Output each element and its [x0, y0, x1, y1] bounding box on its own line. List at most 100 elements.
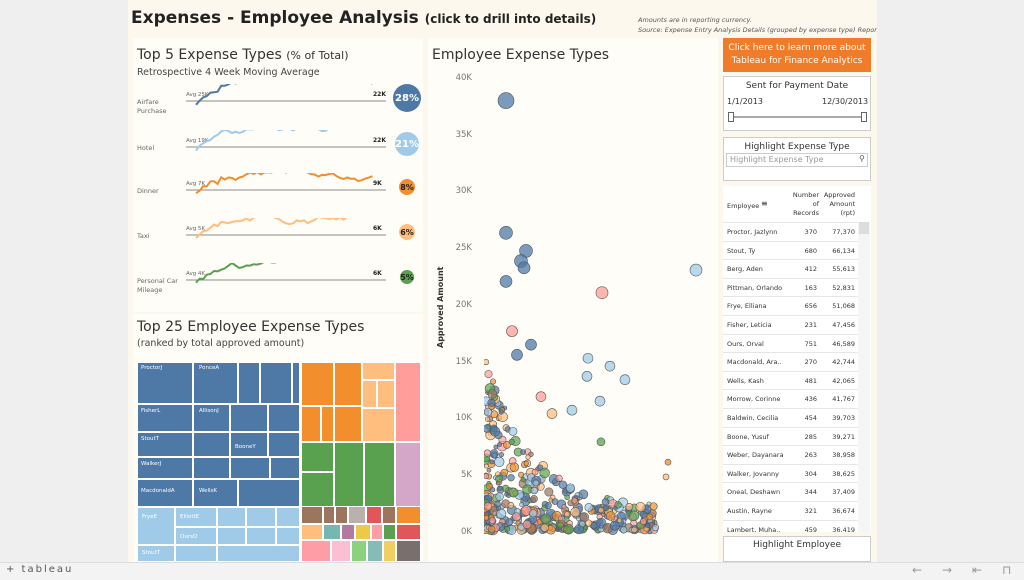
table-row[interactable]: Oneal, Deshawn 344 37,409 — [723, 482, 863, 501]
treemap-cell[interactable] — [366, 506, 382, 524]
search-icon[interactable]: ⚲ — [859, 154, 865, 163]
treemap-cell[interactable] — [193, 432, 230, 457]
table-row[interactable]: Boone, Yusuf 285 39,271 — [723, 426, 863, 446]
table-row[interactable]: Macdonald, Ara.. 270 42,744 — [723, 352, 863, 371]
treemap-cell[interactable] — [377, 380, 395, 408]
treemap-cell[interactable] — [335, 506, 348, 524]
treemap-cell[interactable] — [217, 545, 300, 562]
treemap-cell[interactable] — [383, 524, 396, 540]
treemap-cell[interactable] — [323, 524, 341, 540]
treemap-cell[interactable] — [395, 442, 421, 512]
treemap-cell[interactable] — [301, 406, 321, 442]
treemap-cell[interactable] — [301, 362, 334, 406]
treemap-cell[interactable] — [268, 404, 300, 432]
treemap-cell[interactable] — [270, 457, 300, 479]
treemap-cell[interactable] — [230, 432, 268, 457]
treemap-cell[interactable] — [382, 506, 396, 524]
treemap-cell[interactable] — [396, 540, 421, 562]
table-row[interactable]: Lambert, Muha.. 459 36,419 — [723, 519, 863, 532]
treemap-cell[interactable] — [137, 457, 193, 479]
table-row[interactable]: Stout, Ty 680 66,134 — [723, 240, 863, 260]
treemap-cell[interactable] — [301, 540, 331, 562]
treemap-cell[interactable] — [301, 524, 323, 540]
treemap-cell[interactable] — [334, 362, 362, 406]
treemap-cell[interactable] — [292, 362, 300, 404]
col-amount[interactable]: Approved Amount (rpt) — [823, 191, 855, 217]
table-scroll-thumb[interactable] — [859, 222, 869, 234]
treemap-cell[interactable] — [238, 479, 300, 507]
sparkline[interactable] — [186, 84, 386, 124]
col-records[interactable]: Number of Records — [792, 191, 819, 217]
treemap-cell[interactable] — [321, 406, 334, 442]
treemap-cell[interactable] — [334, 406, 362, 442]
table-row[interactable]: Wells, Kash 481 42,065 — [723, 370, 863, 390]
treemap-cell[interactable] — [193, 457, 230, 479]
scatter-plot[interactable] — [484, 68, 716, 540]
date-slider-track[interactable] — [731, 116, 865, 118]
redo-icon[interactable]: → — [942, 563, 953, 577]
treemap-cell[interactable] — [341, 524, 355, 540]
table-row[interactable]: Morrow, Corinne 436 41,767 — [723, 389, 863, 408]
treemap-cell[interactable] — [362, 408, 395, 442]
treemap-cell[interactable] — [301, 506, 323, 524]
treemap-cell[interactable] — [362, 380, 377, 408]
table-row[interactable]: Fisher, Leticia 231 47,456 — [723, 315, 863, 334]
treemap-cell[interactable] — [276, 507, 300, 527]
sort-icon[interactable]: ≡ — [761, 199, 768, 208]
treemap-cell[interactable] — [175, 527, 217, 545]
treemap-cell[interactable] — [175, 507, 217, 527]
treemap-cell[interactable] — [383, 540, 396, 562]
treemap-cell[interactable] — [276, 527, 300, 545]
treemap-cell[interactable] — [137, 432, 193, 457]
treemap-cell[interactable] — [355, 524, 371, 540]
treemap-cell[interactable] — [323, 506, 335, 524]
treemap-cell[interactable] — [137, 362, 193, 404]
treemap-cell[interactable] — [238, 362, 260, 404]
treemap-cell[interactable] — [334, 442, 364, 512]
table-row[interactable]: Weber, Dayanara 263 38,958 — [723, 445, 863, 464]
table-scrollbar[interactable] — [858, 222, 870, 532]
treemap-cell[interactable] — [230, 404, 268, 432]
undo-icon[interactable]: ← — [912, 563, 923, 577]
learn-more-button[interactable]: Click here to learn more about Tableau f… — [723, 38, 871, 72]
treemap-cell[interactable] — [395, 362, 421, 442]
pct-bubble[interactable]: 28% — [393, 84, 421, 112]
treemap-cell[interactable] — [364, 442, 395, 512]
treemap-cell[interactable] — [137, 404, 193, 432]
table-row[interactable]: Proctor, Jazlynn 370 77,370 — [723, 222, 863, 241]
sparkline[interactable] — [186, 173, 386, 213]
treemap-cell[interactable] — [396, 524, 421, 540]
date-slider-handle-start[interactable] — [728, 112, 734, 122]
treemap-cell[interactable] — [367, 540, 383, 562]
treemap-cell[interactable] — [246, 527, 276, 545]
table-row[interactable]: Ours, Orval 751 46,589 — [723, 333, 863, 353]
treemap-cell[interactable] — [217, 527, 246, 545]
treemap-cell[interactable] — [331, 540, 351, 562]
highlight-expense-input[interactable]: Highlight Expense Type — [726, 153, 868, 167]
table-row[interactable]: Frye, Elliana 656 51,068 — [723, 296, 863, 315]
treemap-cell[interactable] — [348, 506, 366, 524]
treemap-cell[interactable] — [193, 479, 238, 507]
revert-icon[interactable]: ⇤ — [972, 563, 983, 577]
table-row[interactable]: Walker, Jovanny 304 38,625 — [723, 463, 863, 483]
treemap-cell[interactable] — [137, 545, 175, 562]
treemap-cell[interactable] — [137, 507, 175, 545]
treemap-cell[interactable] — [193, 404, 230, 432]
treemap-cell[interactable] — [371, 524, 383, 540]
treemap-cell[interactable] — [246, 507, 276, 527]
pct-bubble[interactable]: 5% — [400, 270, 414, 284]
col-employee[interactable]: Employee — [727, 202, 760, 210]
table-row[interactable]: Baldwin, Cecilia 454 39,703 — [723, 408, 863, 427]
table-row[interactable]: Pittman, Orlando 163 52,831 — [723, 277, 863, 297]
treemap-cell[interactable] — [301, 442, 334, 472]
treemap-cell[interactable] — [230, 457, 270, 479]
treemap-cell[interactable] — [137, 479, 193, 507]
share-icon[interactable]: ⊓ — [1002, 563, 1012, 577]
table-row[interactable]: Austin, Rayne 321 36,674 — [723, 501, 863, 520]
pct-bubble[interactable]: 6% — [399, 224, 415, 240]
pct-bubble[interactable]: 21% — [395, 132, 419, 156]
treemap-cell[interactable] — [396, 506, 421, 524]
date-slider-handle-end[interactable] — [861, 112, 867, 122]
treemap-cell[interactable] — [351, 540, 367, 562]
treemap-cell[interactable] — [193, 362, 238, 404]
